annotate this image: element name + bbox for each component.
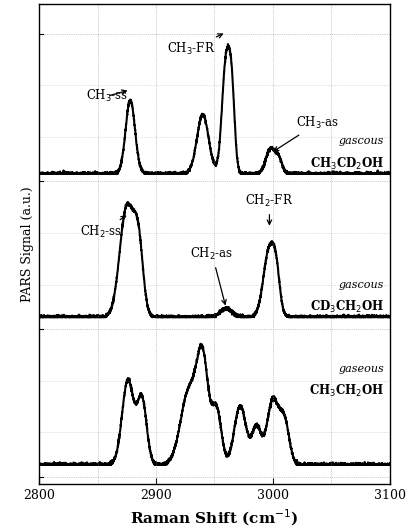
Text: CH$_3$CD$_2$OH: CH$_3$CD$_2$OH [309,155,383,172]
Text: CH$_2$-FR: CH$_2$-FR [245,193,293,225]
Text: CH$_3$-FR: CH$_3$-FR [166,34,222,57]
Text: gascous: gascous [338,280,383,290]
Text: CD$_3$CH$_2$OH: CD$_3$CH$_2$OH [309,299,383,315]
Text: CH$_3$-as: CH$_3$-as [274,115,339,151]
Text: gascous: gascous [338,137,383,146]
Text: CH$_2$-ss: CH$_2$-ss [80,216,125,240]
Text: gaseous: gaseous [337,364,383,374]
Y-axis label: PARS Signal (a.u.): PARS Signal (a.u.) [20,186,34,302]
X-axis label: Raman Shift (cm$^{-1}$): Raman Shift (cm$^{-1}$) [130,508,298,528]
Text: CH$_2$-as: CH$_2$-as [190,246,233,304]
Text: CH$_3$CH$_2$OH: CH$_3$CH$_2$OH [308,383,383,399]
Text: CH$_3$-ss: CH$_3$-ss [85,88,128,104]
